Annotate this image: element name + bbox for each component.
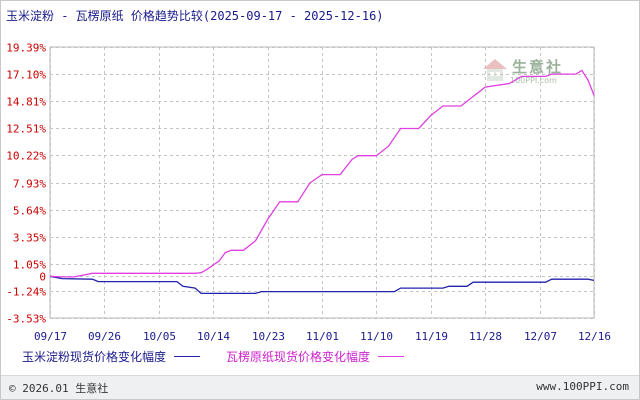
x-tick-label: 11/28 bbox=[469, 330, 502, 343]
site-url-link[interactable]: www.100PPI.com bbox=[536, 380, 629, 393]
copyright-text: © 2026.01 生意社 bbox=[9, 382, 109, 395]
y-tick-label: 7.93% bbox=[13, 178, 46, 191]
x-tick-label: 12/16 bbox=[578, 330, 611, 343]
y-tick-label: 1.05% bbox=[13, 259, 46, 272]
grid bbox=[49, 46, 595, 319]
watermark-name: 生意社 bbox=[512, 58, 564, 76]
legend-label: 瓦楞原纸现货价格变化幅度 bbox=[226, 349, 371, 364]
x-tick-label: 11/19 bbox=[415, 330, 448, 343]
x-tick-label: 10/14 bbox=[197, 330, 230, 343]
y-tick-label: 0 bbox=[39, 271, 46, 284]
x-tick-label: 09/17 bbox=[34, 330, 67, 343]
legend-item-series-2: 瓦楞原纸现货价格变化幅度 bbox=[226, 348, 405, 364]
y-tick-label: -1.24% bbox=[6, 286, 46, 299]
y-tick-label: 5.64% bbox=[13, 205, 46, 218]
watermark-url: 100PPI.com bbox=[510, 76, 557, 85]
y-tick-label: 19.39% bbox=[6, 42, 46, 55]
y-tick-label: 17.10% bbox=[6, 69, 46, 82]
y-tick-label: -3.53% bbox=[6, 313, 46, 326]
series-line-1 bbox=[49, 275, 595, 295]
y-tick-label: 3.35% bbox=[13, 232, 46, 245]
x-tick-label: 10/23 bbox=[252, 330, 285, 343]
legend-item-series-1: 玉米淀粉现货价格变化幅度 bbox=[22, 348, 201, 364]
legend-swatch-blue bbox=[174, 355, 201, 357]
x-tick-label: 11/01 bbox=[306, 330, 339, 343]
y-tick-label: 12.51% bbox=[6, 123, 46, 136]
y-tick-label: 10.22% bbox=[6, 150, 46, 163]
series-line-2 bbox=[49, 69, 595, 278]
legend-label: 玉米淀粉现货价格变化幅度 bbox=[22, 349, 167, 364]
series-layer bbox=[49, 69, 595, 295]
chart-title: 玉米淀粉 - 瓦楞原纸 价格趋势比较(2025-09-17 - 2025-12-… bbox=[6, 9, 384, 23]
legend-swatch-magenta bbox=[378, 355, 405, 357]
x-tick-label: 12/07 bbox=[524, 330, 557, 343]
x-tick-label: 09/26 bbox=[88, 330, 121, 343]
footer-bar: © 2026.01 生意社 www.100PPI.com bbox=[1, 375, 639, 399]
y-tick-label: 14.81% bbox=[6, 96, 46, 109]
x-tick-label: 10/05 bbox=[143, 330, 176, 343]
axes: 19.39% 17.10% 14.81% 12.51% 10.22% 7.93% 5.64%… bbox=[6, 42, 611, 344]
x-tick-label: 11/10 bbox=[360, 330, 393, 343]
